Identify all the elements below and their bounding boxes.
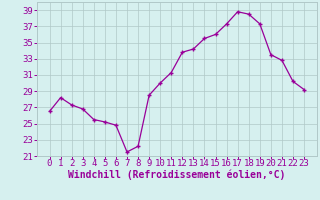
X-axis label: Windchill (Refroidissement éolien,°C): Windchill (Refroidissement éolien,°C) xyxy=(68,170,285,180)
